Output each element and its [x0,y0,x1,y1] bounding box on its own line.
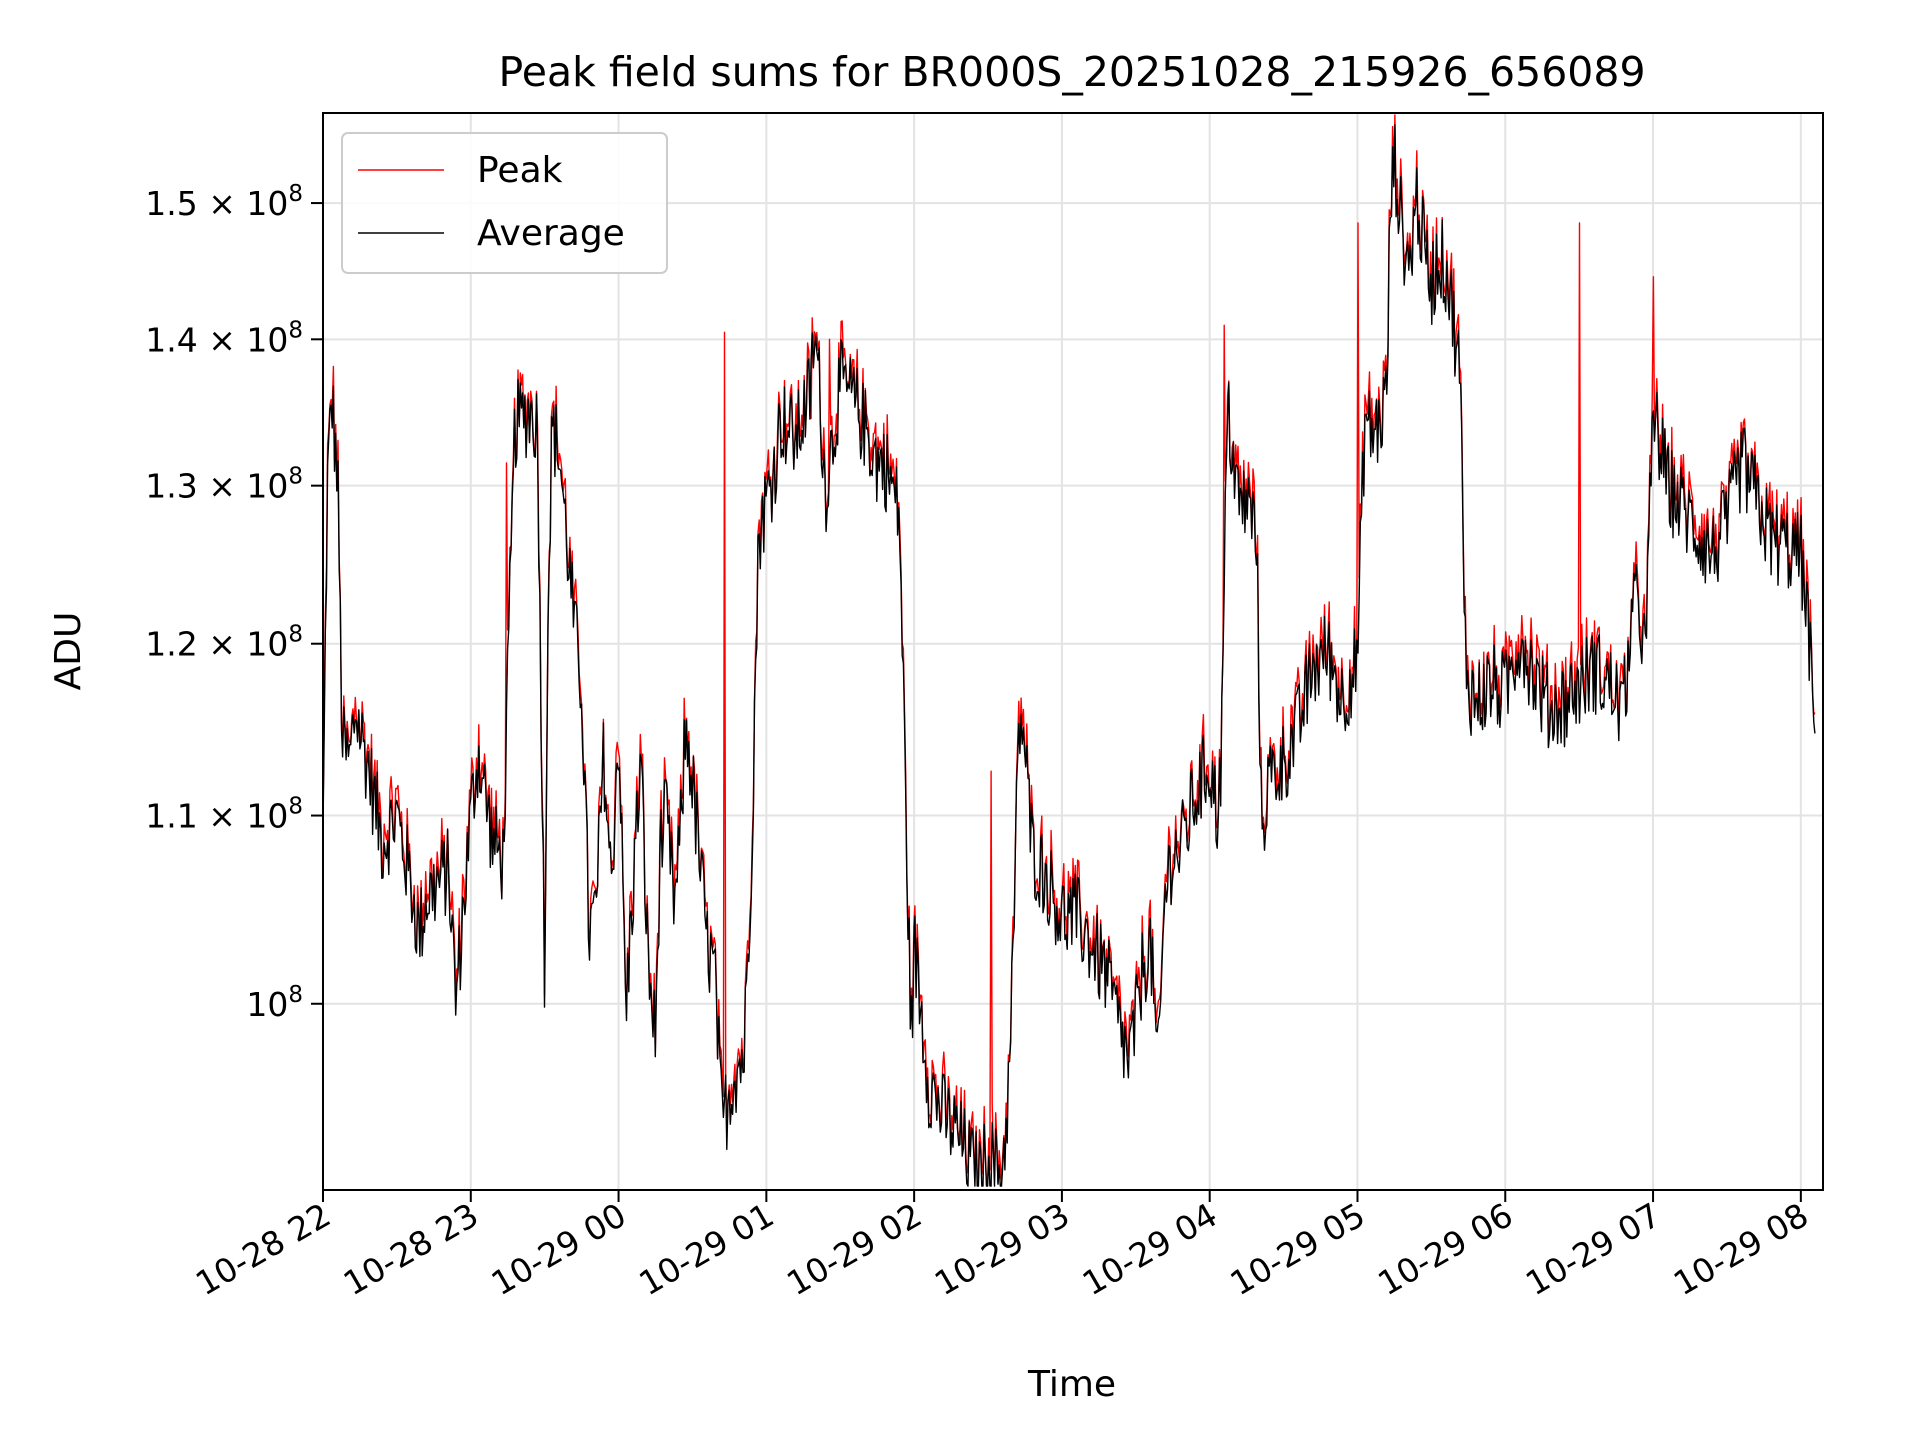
legend: Peak Average [341,132,668,274]
x-axis-label: Time [1027,1364,1116,1405]
y-tick-label: 108 [246,982,303,1024]
y-axis-label: ADU [48,612,89,691]
chart-title: Peak field sums for BR000S_20251028_2159… [498,48,1645,96]
legend-box [341,132,668,274]
legend-label-peak: Peak [477,150,563,191]
y-tick-label: 1.1 × 108 [145,794,303,836]
y-axis-ticks: 108 1.1 × 108 1.2 × 108 1.3 × 108 1.4 × 108 1… [145,181,323,1024]
plot-area-frame [322,112,1824,1191]
y-tick-label: 1.4 × 108 [145,317,303,359]
series-line-average [322,124,1816,1187]
y-tick-label: 1.5 × 108 [145,181,303,223]
series-layer [322,114,1816,1187]
legend-label-average: Average [477,213,625,254]
y-tick-label: 1.2 × 108 [145,622,303,664]
y-tick-label: 1.3 × 108 [145,464,303,506]
